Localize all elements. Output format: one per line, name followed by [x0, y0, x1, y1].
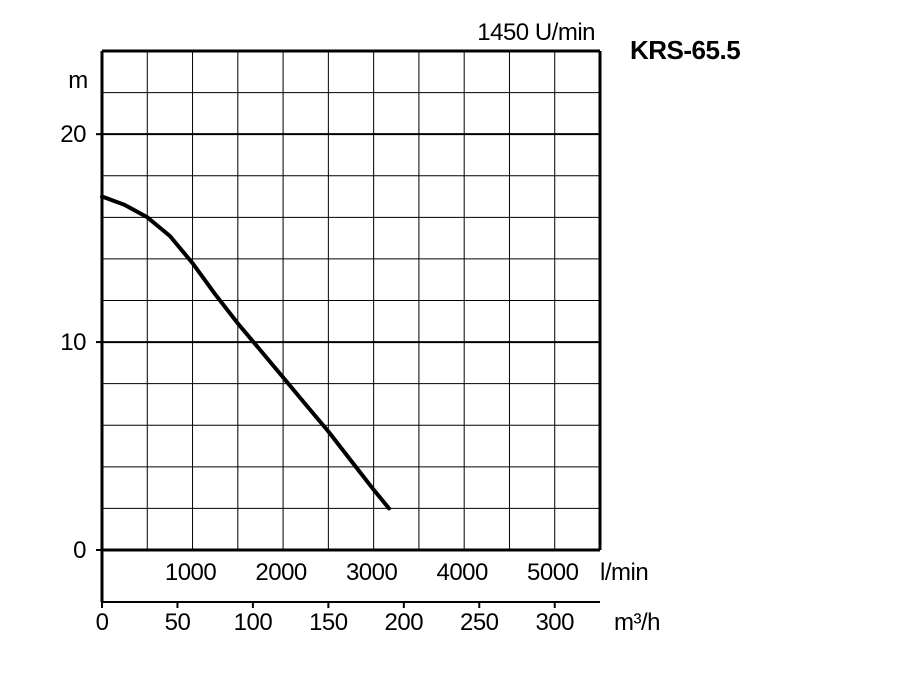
x-tick-label-m3h: 0 [96, 609, 109, 636]
grid [102, 51, 600, 550]
y-tick-label: 20 [60, 121, 86, 148]
x-tick-label-m3h: 100 [234, 609, 273, 636]
plot-frame [96, 49, 602, 608]
chart-title: KRS-65.5 [630, 35, 740, 65]
x-axis-label-m3h: m³/h [614, 609, 660, 636]
x-tick-label-m3h: 50 [165, 609, 191, 636]
y-tick-label: 10 [60, 329, 86, 356]
y-axis-label: m [68, 67, 88, 94]
x-tick-label-lpm: 5000 [527, 559, 579, 586]
speed-label: 1450 U/min [477, 19, 595, 46]
x-tick-label-m3h: 150 [309, 609, 348, 636]
x-tick-label-m3h: 250 [460, 609, 499, 636]
x-tick-label-lpm: 4000 [436, 559, 488, 586]
x-axis-label-lpm: l/min [600, 559, 648, 586]
series-line [100, 194, 391, 511]
x-tick-label-lpm: 2000 [255, 559, 307, 586]
x-tick-label-m3h: 300 [535, 609, 574, 636]
x-tick-label-lpm: 3000 [346, 559, 398, 586]
tick-labels: 0 10 20 1000 2000 3000 4000 5000 0 50 100 150 200 250… [60, 121, 579, 636]
y-tick-label: 0 [73, 537, 86, 564]
pump-curve [100, 194, 391, 511]
x-tick-label-lpm: 1000 [165, 559, 217, 586]
x-tick-label-m3h: 200 [385, 609, 424, 636]
